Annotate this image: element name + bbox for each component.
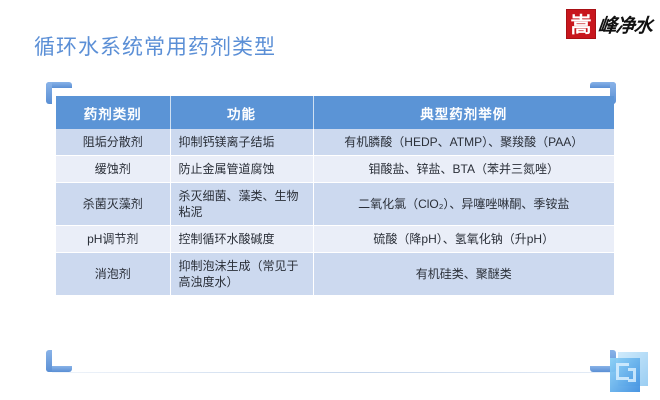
cell-examples: 钼酸盐、锌盐、BTA（苯并三氮唑）	[313, 155, 614, 183]
table-row: 阻垢分散剂 抑制钙镁离子结垢 有机膦酸（HEDP、ATMP）、聚羧酸（PAA）	[56, 129, 614, 156]
baseline-rule	[52, 372, 612, 373]
table-body: 阻垢分散剂 抑制钙镁离子结垢 有机膦酸（HEDP、ATMP）、聚羧酸（PAA） …	[56, 129, 614, 296]
cell-examples: 二氧化氯（ClO₂）、异噻唑啉酮、季铵盐	[313, 182, 614, 226]
cell-function: 控制循环水酸碱度	[170, 225, 314, 253]
table-row: pH调节剂 控制循环水酸碱度 硫酸（降pH）、氢氧化钠（升pH）	[56, 225, 614, 253]
drug-type-table-container: 药剂类别 功能 典型药剂举例 阻垢分散剂 抑制钙镁离子结垢 有机膦酸（HEDP、…	[56, 96, 614, 362]
column-header-examples: 典型药剂举例	[313, 96, 614, 129]
page-title: 循环水系统常用药剂类型	[34, 36, 276, 59]
cell-examples: 硫酸（降pH）、氢氧化钠（升pH）	[313, 225, 614, 253]
column-header-function: 功能	[170, 96, 314, 129]
cell-function: 防止金属管道腐蚀	[170, 155, 314, 183]
corner-decoration-icon	[610, 352, 648, 392]
table-row: 缓蚀剂 防止金属管道腐蚀 钼酸盐、锌盐、BTA（苯并三氮唑）	[56, 155, 614, 183]
cell-examples: 有机硅类、聚醚类	[313, 252, 614, 296]
drug-type-table: 药剂类别 功能 典型药剂举例 阻垢分散剂 抑制钙镁离子结垢 有机膦酸（HEDP、…	[56, 96, 614, 296]
cell-function: 杀灭细菌、藻类、生物粘泥	[170, 182, 314, 226]
brand-wordmark: 峰净水	[596, 14, 653, 37]
cell-examples: 有机膦酸（HEDP、ATMP）、聚羧酸（PAA）	[313, 129, 614, 156]
cell-category: pH调节剂	[56, 225, 171, 253]
table-header-row: 药剂类别 功能 典型药剂举例	[56, 96, 614, 129]
seal-icon: 嵩	[565, 9, 596, 39]
table-row: 消泡剂 抑制泡沫生成（常见于高浊度水） 有机硅类、聚醚类	[56, 252, 614, 296]
cell-category: 缓蚀剂	[56, 155, 171, 183]
table-row: 杀菌灭藻剂 杀灭细菌、藻类、生物粘泥 二氧化氯（ClO₂）、异噻唑啉酮、季铵盐	[56, 182, 614, 226]
column-header-category: 药剂类别	[56, 96, 171, 129]
brand-logo: 嵩 峰净水	[565, 6, 653, 42]
cell-function: 抑制钙镁离子结垢	[170, 129, 314, 156]
cell-category: 杀菌灭藻剂	[56, 182, 171, 226]
cell-category: 阻垢分散剂	[56, 129, 171, 156]
cell-function: 抑制泡沫生成（常见于高浊度水）	[170, 252, 314, 296]
cell-category: 消泡剂	[56, 252, 171, 296]
